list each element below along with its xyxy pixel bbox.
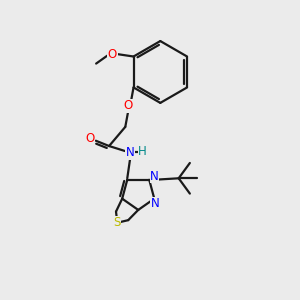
Text: N: N <box>126 146 135 159</box>
Text: N: N <box>151 197 159 211</box>
Text: H: H <box>138 145 147 158</box>
Text: O: O <box>124 99 133 112</box>
Text: N: N <box>150 170 159 183</box>
Text: O: O <box>85 132 94 145</box>
Text: S: S <box>113 216 120 229</box>
Text: O: O <box>108 48 117 61</box>
